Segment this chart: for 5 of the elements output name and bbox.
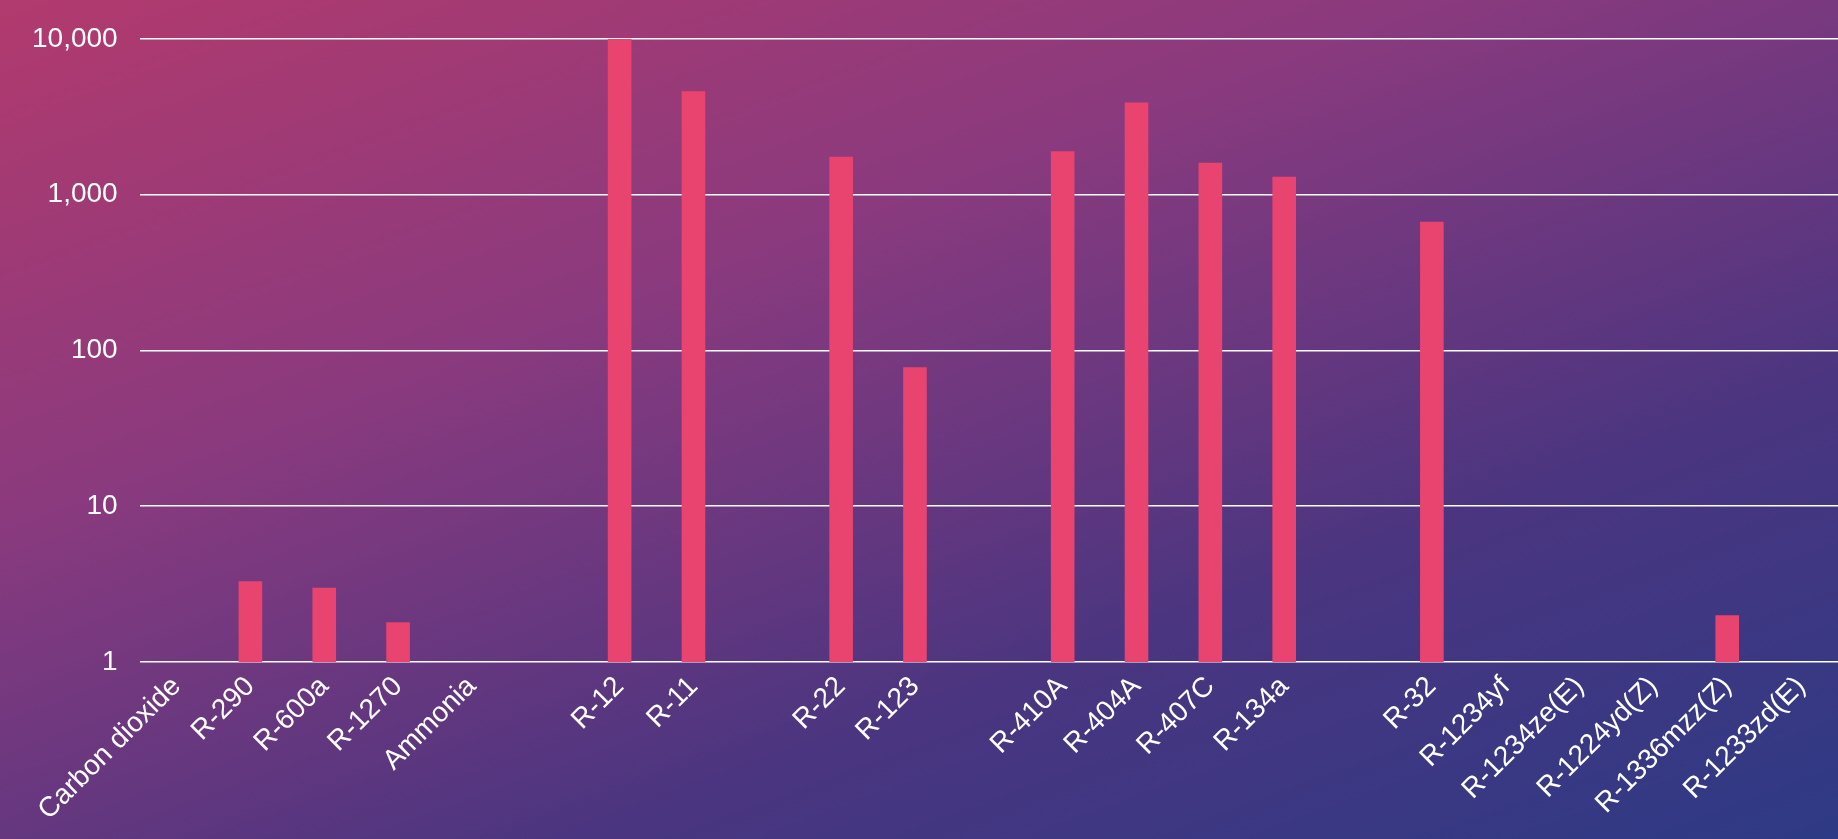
y-tick-label: 10 [86,488,118,520]
y-tick-label: 10,000 [32,21,118,53]
y-tick-label: 1,000 [47,177,118,209]
y-tick-label: 100 [70,333,118,365]
y-tick-label: 1 [102,644,118,676]
